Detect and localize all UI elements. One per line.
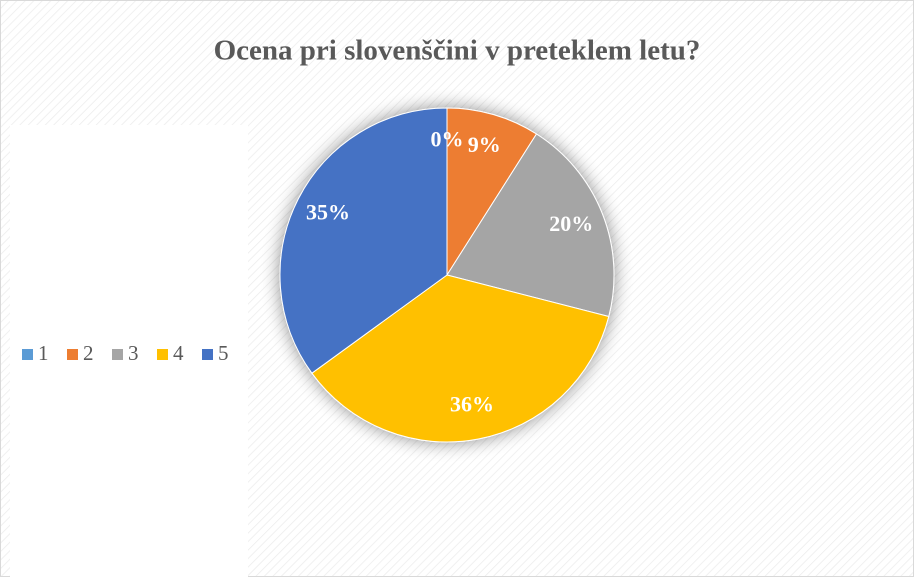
pie bbox=[279, 107, 615, 443]
legend-label: 2 bbox=[83, 341, 94, 365]
legend-swatch bbox=[157, 349, 168, 360]
data-label: 35% bbox=[306, 199, 350, 224]
legend-label: 5 bbox=[218, 341, 229, 365]
chart-title: Ocena pri slovenščini v preteklem letu? bbox=[214, 35, 701, 67]
legend-swatch bbox=[112, 349, 123, 360]
data-label: 20% bbox=[549, 211, 593, 236]
pie-slice bbox=[446, 107, 538, 277]
legend-swatch bbox=[22, 349, 33, 360]
legend-swatch bbox=[67, 349, 78, 360]
legend-label: 3 bbox=[128, 341, 139, 365]
data-label: 0% bbox=[431, 126, 464, 151]
legend-label: 4 bbox=[173, 341, 184, 365]
pie-slice bbox=[311, 274, 610, 443]
legend-label: 1 bbox=[38, 341, 49, 365]
pie-slice bbox=[279, 107, 448, 374]
data-label: 36% bbox=[450, 391, 494, 416]
legend-swatch bbox=[202, 349, 213, 360]
pie-slice bbox=[446, 133, 615, 318]
data-label: 9% bbox=[468, 132, 501, 157]
